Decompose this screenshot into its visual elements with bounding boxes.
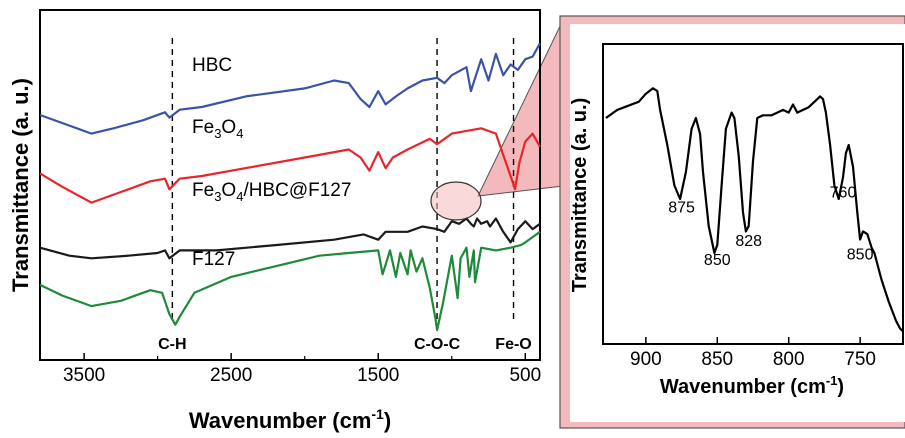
main-y-axis-title: Transmittance (a. u.)	[8, 78, 33, 292]
inset-peak-label: 828	[735, 233, 762, 250]
main-x-tick-label: 1500	[357, 365, 399, 386]
inset-plot-area	[602, 43, 904, 345]
inset-x-tick-label: 850	[701, 349, 733, 370]
inset-x-axis-title: Wavenumber (cm-1)	[660, 373, 844, 398]
inset-x-tick-label: 750	[844, 349, 876, 370]
band-label: C-H	[158, 336, 186, 353]
spectrum-line-0	[39, 42, 541, 135]
main-plot-area	[39, 9, 541, 361]
inset-frame-inner	[570, 24, 905, 422]
main-x-tick-label: 2500	[210, 365, 252, 386]
zoom-callout	[477, 19, 564, 197]
main-plot: 3500 2500 1500 500 C-H C-O-C Fe-O HBC Fe3O4 F…	[8, 9, 541, 433]
series-label-fe3o4: Fe3O4	[192, 117, 243, 141]
inset-y-axis-title: Transmittance (a. u.)	[569, 98, 591, 293]
main-x-axis-title: Wavenumber (cm-1)	[189, 406, 391, 433]
inset-peak-label: 875	[668, 199, 695, 216]
inset-peak-label: 850	[704, 252, 731, 269]
main-x-ticks: 3500 2500 1500 500	[63, 353, 541, 386]
inset-x-tick-label: 900	[630, 349, 662, 370]
spectra	[39, 42, 541, 332]
inset-x-tick-label: 800	[773, 349, 805, 370]
inset-peak-label: 760	[830, 184, 857, 201]
zoom-highlight-ellipse	[430, 181, 482, 221]
main-x-tick-label: 500	[509, 365, 541, 386]
band-label: C-O-C	[414, 336, 461, 353]
series-label-hbc: HBC	[192, 55, 232, 76]
band-marker-lines	[171, 38, 515, 322]
spectrum-line-2	[39, 217, 541, 260]
band-labels: C-H C-O-C Fe-O	[158, 336, 532, 353]
spectrum-line-1	[39, 127, 541, 204]
inset-x-ticks: 900 850 800 750	[630, 337, 876, 370]
inset-spectrum-line	[605, 87, 904, 333]
series-label-composite: Fe3O4/HBC@F127	[192, 180, 351, 204]
inset-peak-label: 850	[847, 247, 874, 264]
spectrum-line-3	[39, 230, 541, 332]
series-label-f127: F127	[192, 249, 235, 270]
main-x-tick-label: 3500	[63, 365, 105, 386]
band-label: Fe-O	[495, 336, 531, 353]
inset-spectrum	[605, 87, 904, 333]
